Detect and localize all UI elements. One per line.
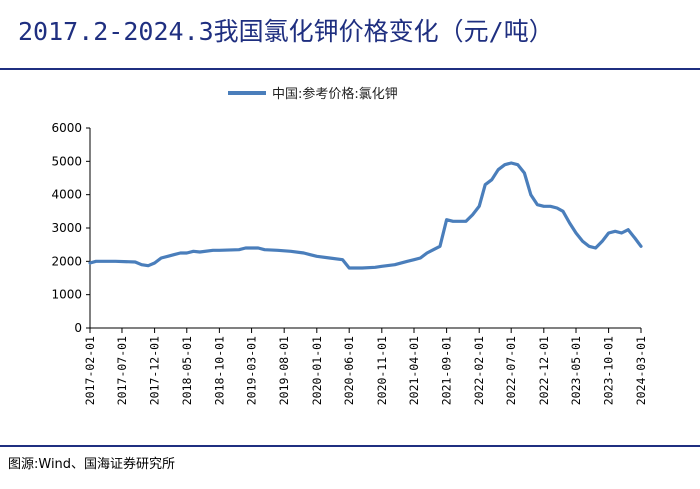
source-note: 图源:Wind、国海证券研究所 — [8, 457, 176, 472]
x-tick-label: 2022-07-01 — [504, 336, 518, 405]
axes — [89, 128, 641, 329]
x-tick-label: 2023-10-01 — [602, 336, 616, 405]
x-tick-label: 2017-07-01 — [115, 336, 129, 405]
x-tick-label: 2020-06-01 — [342, 336, 356, 405]
series-line-potassium-chloride — [88, 161, 643, 270]
y-tick-label: 0 — [74, 321, 82, 335]
x-tick-label: 2017-12-01 — [148, 336, 162, 405]
legend: 中国:参考价格:氯化钾 — [228, 86, 398, 102]
title-divider — [0, 68, 700, 70]
x-tick-label: 2018-10-01 — [212, 336, 226, 405]
x-tick-label: 2022-02-01 — [472, 336, 486, 405]
x-tick-label: 2020-01-01 — [310, 336, 324, 405]
x-tick-label: 2019-03-01 — [245, 336, 259, 405]
x-tick-label: 2020-11-01 — [375, 336, 389, 405]
x-axis-ticks: 2017-02-01 2017-07-01 2017-12-01 2018-05-01… — [83, 328, 648, 405]
x-tick-label: 2017-02-01 — [83, 336, 97, 405]
y-tick-label: 4000 — [51, 188, 82, 202]
legend-label: 中国:参考价格:氯化钾 — [272, 86, 398, 102]
x-tick-label: 2018-05-01 — [180, 336, 194, 405]
x-tick-label: 2021-04-01 — [407, 336, 421, 405]
x-tick-label: 2023-05-01 — [569, 336, 583, 405]
x-tick-label: 2024-03-01 — [634, 336, 648, 405]
y-tick-label: 5000 — [51, 154, 82, 168]
y-tick-label: 6000 — [51, 121, 82, 135]
x-tick-label: 2019-08-01 — [277, 336, 291, 405]
x-tick-label: 2022-12-01 — [537, 336, 551, 405]
chart-title: 2017.2-2024.3我国氯化钾价格变化（元/吨） — [18, 17, 554, 46]
y-axis-ticks: 0 1000 2000 3000 4000 5000 6000 — [51, 121, 90, 335]
x-tick-label: 2021-09-01 — [440, 336, 454, 405]
y-tick-label: 3000 — [51, 221, 82, 235]
footer-divider — [0, 445, 700, 447]
y-tick-label: 2000 — [51, 254, 82, 268]
y-tick-label: 1000 — [51, 288, 82, 302]
